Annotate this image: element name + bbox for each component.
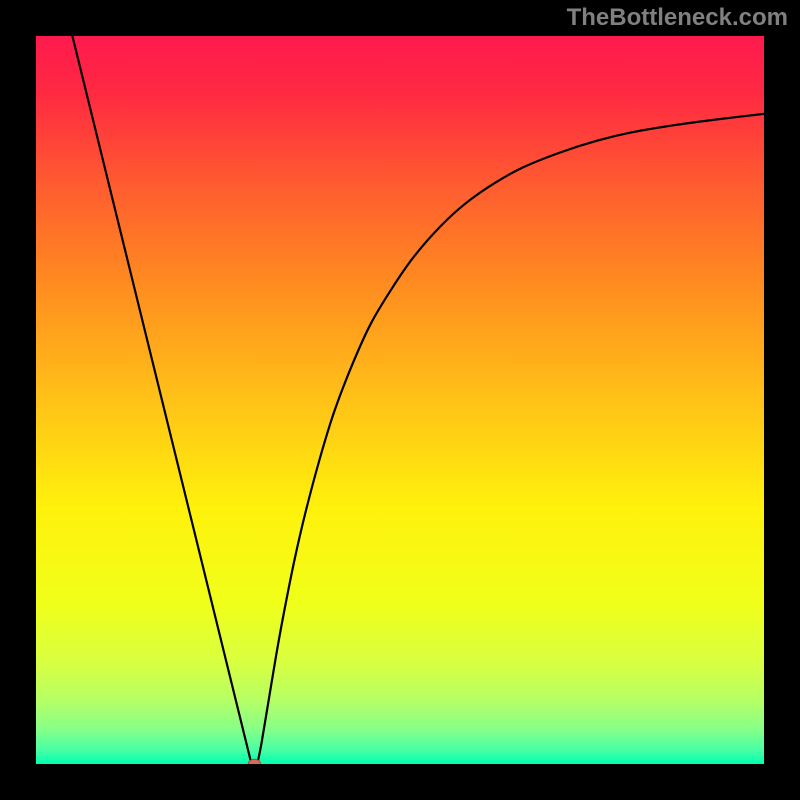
gradient-background <box>36 36 764 764</box>
plot-area <box>36 36 764 764</box>
watermark-label: TheBottleneck.com <box>567 4 788 32</box>
bottleneck-curve-chart <box>36 36 764 764</box>
